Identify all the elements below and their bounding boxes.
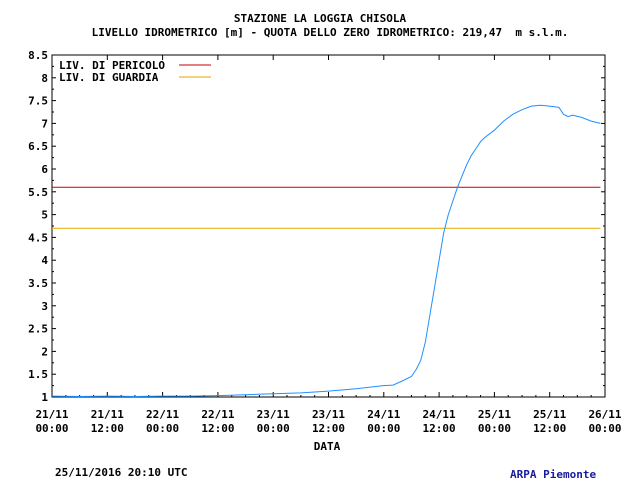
y-tick-label: 7 — [41, 117, 48, 130]
x-tick-label-time: 00:00 — [478, 422, 511, 435]
x-tick-label-day: 23/11 — [312, 408, 345, 421]
x-tick-label-time: 12:00 — [91, 422, 124, 435]
x-tick-label-time: 00:00 — [588, 422, 621, 435]
timestamp: 25/11/2016 20:10 UTC — [55, 466, 188, 479]
x-tick-label-time: 12:00 — [533, 422, 566, 435]
chart-title: STAZIONE LA LOGGIA CHISOLA — [234, 12, 407, 25]
y-tick-label: 8.5 — [28, 49, 48, 62]
x-tick-label-day: 23/11 — [257, 408, 290, 421]
x-tick-label-day: 26/11 — [588, 408, 621, 421]
y-tick-label: 7.5 — [28, 95, 48, 108]
y-tick-label: 2.5 — [28, 323, 48, 336]
x-tick-label-time: 00:00 — [257, 422, 290, 435]
legend-label: LIV. DI PERICOLO — [59, 59, 165, 72]
x-axis-label: DATA — [314, 440, 341, 453]
source-label: ARPA Piemonte — [510, 468, 597, 481]
x-tick-label-day: 24/11 — [423, 408, 456, 421]
plot-area — [51, 54, 606, 398]
series-line — [51, 104, 601, 398]
x-tick-label-day: 21/11 — [91, 408, 124, 421]
y-tick-label: 1.5 — [28, 368, 48, 381]
y-tick-label: 8 — [41, 72, 48, 85]
y-tick-label: 4.5 — [28, 231, 48, 244]
x-axis: 21/1100:0021/1112:0022/1100:0022/1112:00… — [35, 55, 622, 435]
y-tick-label: 5 — [41, 209, 48, 222]
x-tick-label-day: 22/11 — [201, 408, 234, 421]
x-tick-label-day: 22/11 — [146, 408, 179, 421]
y-axis: 1 1.5 2 2.5 3 3.5 4 4.5 5 5.5 6 6.5 7 7.5 8 8.5 — [28, 49, 605, 404]
y-tick-label: 2 — [41, 345, 48, 358]
chart-subtitle: LIVELLO IDROMETRICO [m] - QUOTA DELLO ZE… — [92, 26, 569, 39]
x-tick-label-time: 12:00 — [423, 422, 456, 435]
x-tick-label-time: 00:00 — [35, 422, 68, 435]
x-tick-label-time: 00:00 — [367, 422, 400, 435]
y-tick-label: 6.5 — [28, 140, 48, 153]
y-tick-label: 3.5 — [28, 277, 48, 290]
x-tick-label-day: 25/11 — [478, 408, 511, 421]
legend-label: LIV. DI GUARDIA — [59, 71, 159, 84]
x-tick-label-day: 24/11 — [367, 408, 400, 421]
y-tick-label: 1 — [41, 391, 48, 404]
y-tick-label: 4 — [41, 254, 48, 267]
x-tick-label-day: 21/11 — [35, 408, 68, 421]
threshold-lines — [52, 186, 601, 229]
series-group — [51, 104, 601, 398]
y-tick-label: 5.5 — [28, 186, 48, 199]
y-tick-label: 3 — [41, 300, 48, 313]
x-tick-label-time: 12:00 — [201, 422, 234, 435]
y-tick-label: 6 — [41, 163, 48, 176]
x-tick-label-time: 12:00 — [312, 422, 345, 435]
x-tick-label-time: 00:00 — [146, 422, 179, 435]
x-tick-label-day: 25/11 — [533, 408, 566, 421]
